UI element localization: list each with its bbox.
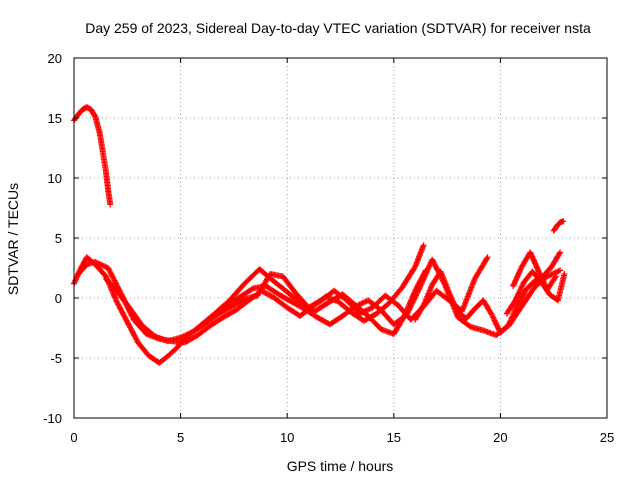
x-tick-label: 0 [70, 430, 77, 445]
series-markers-arc-e [412, 249, 564, 336]
x-tick-label: 15 [387, 430, 401, 445]
ticks: 0 5 10 15 20 25 -10 -5 0 5 10 15 20 [43, 51, 614, 445]
x-tick-label: 5 [177, 430, 184, 445]
chart-title: Day 259 of 2023, Sidereal Day-to-day VTE… [85, 20, 591, 36]
y-tick-label: 0 [55, 291, 62, 306]
y-axis-label: SDTVAR / TECUs [5, 183, 21, 295]
plot-frame [73, 57, 608, 419]
y-tick-label: 15 [48, 111, 62, 126]
data-markers [71, 104, 568, 366]
grid [74, 58, 607, 418]
x-tick-label: 20 [493, 430, 507, 445]
x-axis-label: GPS time / hours [287, 458, 394, 474]
series-markers-arc-b [75, 242, 427, 346]
y-tick-label: 5 [55, 231, 62, 246]
x-tick-label: 25 [600, 430, 614, 445]
series-markers-arc-high-start [71, 104, 114, 208]
series-markers-arc-late-high [550, 218, 567, 234]
y-tick-label: -10 [43, 411, 62, 426]
y-tick-label: -5 [50, 351, 62, 366]
x-tick-label: 10 [280, 430, 294, 445]
y-tick-label: 20 [48, 51, 62, 66]
y-tick-label: 10 [48, 171, 62, 186]
series-markers-arc-a [71, 254, 429, 366]
series-markers-arc-g [510, 249, 559, 293]
